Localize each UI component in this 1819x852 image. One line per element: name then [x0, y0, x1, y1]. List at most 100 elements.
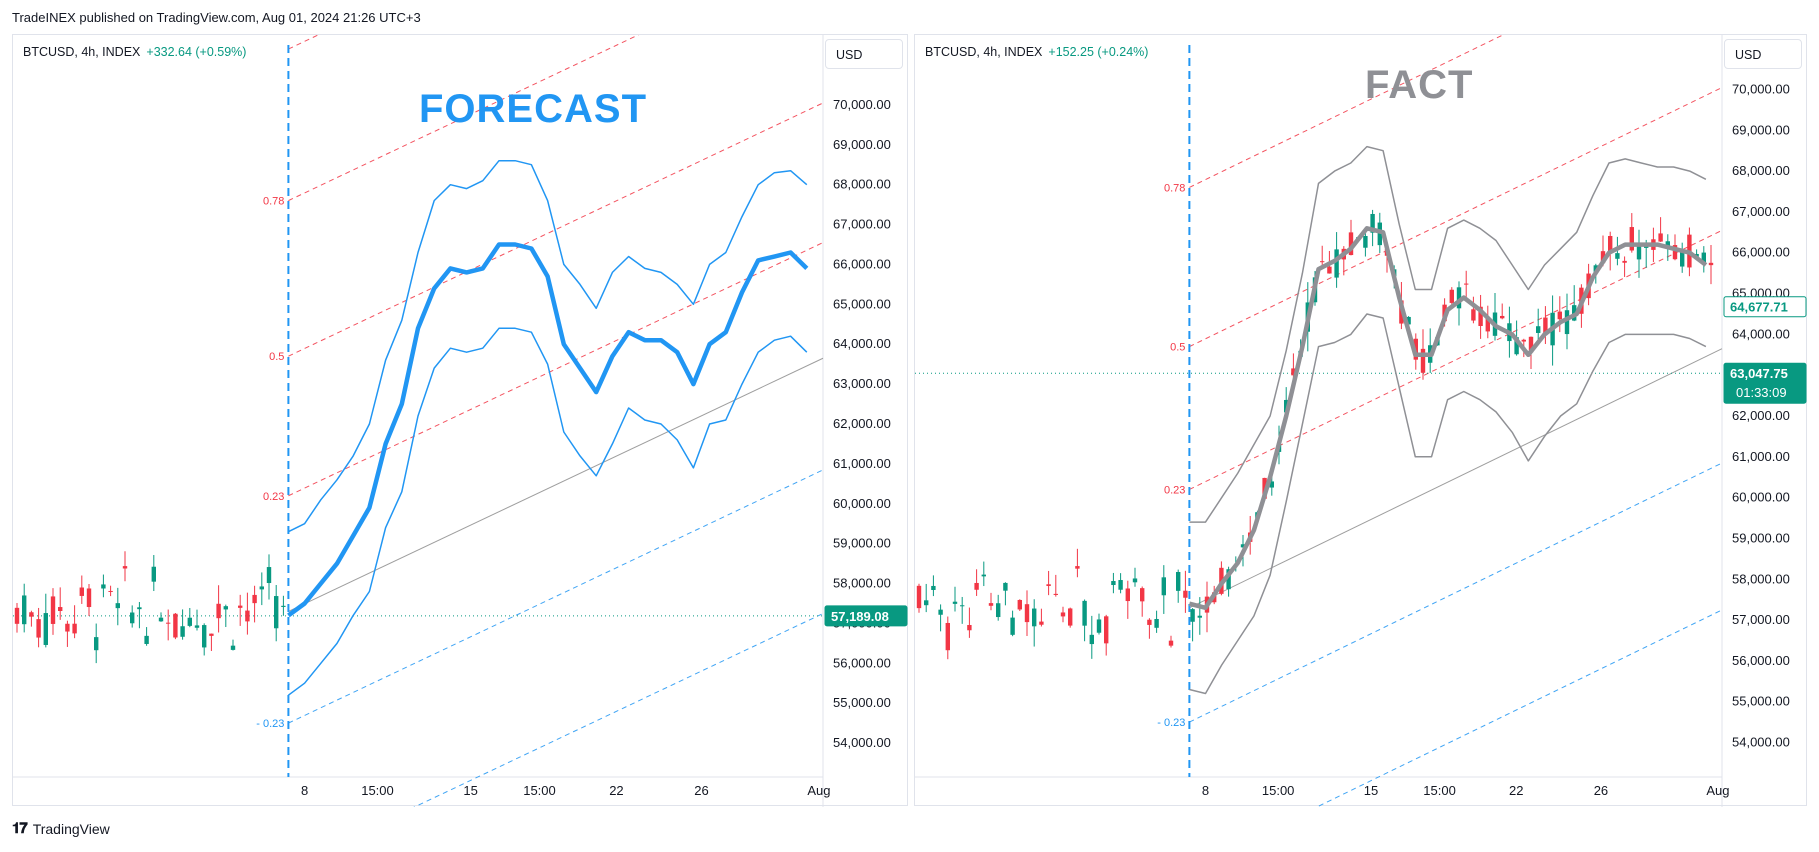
candle-body [960, 605, 965, 607]
candle-body [1456, 287, 1462, 309]
candle-body [266, 567, 272, 584]
time-tick-label: 22 [609, 783, 623, 798]
candle-body [1089, 634, 1094, 645]
symbol-legend[interactable]: BTCUSD, 4h, INDEX +332.64 (+0.59%) [23, 45, 246, 59]
candle-body [1543, 317, 1548, 336]
candle-body [108, 590, 113, 592]
candle-body [79, 587, 84, 596]
candle-body [1039, 621, 1044, 625]
symbol-legend[interactable]: BTCUSD, 4h, INDEX +152.25 (+0.24%) [925, 45, 1148, 59]
chart-title-fact: FACT [1365, 63, 1474, 107]
candle-body [281, 605, 286, 607]
candle-body [1708, 262, 1714, 266]
candle-body [194, 625, 200, 628]
time-tick-label: 26 [694, 783, 708, 798]
countdown-text: 01:33:09 [1736, 385, 1787, 400]
candle-body [1593, 265, 1598, 272]
symbol-label: BTCUSD, 4h, INDEX [23, 45, 141, 59]
candle-body [1197, 615, 1202, 618]
price-badge-bg [1723, 362, 1807, 404]
fib-channel-line [413, 613, 824, 807]
candle-body [1240, 544, 1246, 548]
candle-body [151, 566, 156, 582]
fib-channel-line [1189, 35, 1504, 188]
candle-body [1032, 608, 1037, 627]
candle-body [1017, 599, 1022, 610]
candle-body [1147, 619, 1152, 625]
candle-body [1334, 249, 1339, 278]
price-tick-label: 68,000.00 [1732, 163, 1790, 178]
currency-selector[interactable]: USD [1724, 39, 1802, 69]
candle-body [58, 607, 63, 611]
candle-body [981, 574, 986, 577]
candle-body [230, 645, 236, 650]
envelope-series-line [1188, 226, 1708, 611]
price-badge-text: 57,189.08 [831, 609, 889, 624]
chart-pane-forecast[interactable]: 54,000.0055,000.0056,000.0057,000.0058,0… [12, 34, 909, 807]
candle-body [1154, 618, 1159, 628]
price-badge-text: 64,677.71 [1730, 300, 1788, 315]
candle-body [101, 584, 106, 589]
candle-body [1521, 339, 1526, 342]
price-badge-text: 63,047.75 [1730, 366, 1788, 381]
candle-body [1161, 577, 1166, 596]
candle-body [223, 606, 228, 610]
candle-body [1053, 593, 1058, 595]
fib-level-label: - 0.23 [256, 718, 284, 730]
candle-body [1636, 246, 1642, 260]
price-tick-label: 70,000.00 [1732, 81, 1790, 96]
candle-body [938, 609, 943, 615]
candle-body [1564, 310, 1570, 335]
price-tick-label: 60,000.00 [1732, 490, 1790, 505]
price-tick-label: 54,000.00 [1732, 735, 1790, 750]
candle-body [122, 566, 128, 569]
price-tick-label: 64,000.00 [1732, 326, 1790, 341]
candle-body [1672, 245, 1678, 260]
price-change: +152.25 (+0.24%) [1048, 45, 1149, 59]
fib-level-label: 0.23 [263, 491, 284, 503]
time-tick-label: 15 [463, 783, 477, 798]
candle-body [202, 625, 207, 648]
forecast-chart[interactable]: 54,000.0055,000.0056,000.0057,000.0058,0… [13, 35, 909, 807]
time-tick-label: 8 [1202, 783, 1209, 798]
currency-selector[interactable]: USD [825, 39, 903, 69]
time-tick-label: 15:00 [361, 783, 394, 798]
tradingview-footer[interactable]: 𝟏𝟕 TradingView [12, 820, 110, 837]
price-tick-label: 56,000.00 [1732, 653, 1790, 668]
candle-body [1183, 590, 1188, 598]
fib-level-label: 0.78 [1164, 182, 1185, 194]
candle-body [1629, 227, 1634, 251]
time-tick-label: 15:00 [523, 783, 556, 798]
fib-channel-line [288, 35, 320, 50]
candle-body [43, 613, 48, 645]
candle-body [1622, 260, 1627, 263]
price-change: +332.64 (+0.59%) [146, 45, 247, 59]
candle-body [1514, 337, 1519, 355]
candle-body [1665, 241, 1670, 248]
candle-body [1528, 336, 1534, 353]
candle-body [1658, 233, 1663, 242]
time-tick-label: 15:00 [1262, 783, 1295, 798]
price-badge: 64,677.71 [1723, 296, 1807, 318]
regression-midline [1189, 348, 1723, 609]
price-tick-label: 60,000.00 [833, 496, 891, 511]
fact-chart[interactable]: 54,000.00 55,000.00 56,000.00 57,000.00 58,0… [915, 35, 1808, 807]
publish-header: TradeINEX published on TradingView.com, … [12, 10, 421, 25]
candle-body [1010, 617, 1015, 635]
candle-body [144, 635, 149, 644]
candle-body [1068, 608, 1073, 626]
fib-level-label: 0.5 [1170, 342, 1185, 354]
time-tick-label: Aug [1706, 783, 1729, 798]
candle-body [916, 585, 922, 609]
candle-body [1190, 609, 1195, 622]
candle-body [1125, 588, 1130, 602]
candle-body [1327, 266, 1332, 274]
candle-body [187, 617, 192, 626]
price-tick-label: 69,000.00 [833, 137, 891, 152]
candle-body [1060, 612, 1066, 617]
candle-body [115, 603, 120, 609]
envelope-series-line [1189, 145, 1707, 523]
chart-pane-fact[interactable]: 54,000.00 55,000.00 56,000.00 57,000.00 58,0… [914, 34, 1808, 807]
candle-body [209, 633, 214, 636]
candle-body [1377, 222, 1382, 246]
